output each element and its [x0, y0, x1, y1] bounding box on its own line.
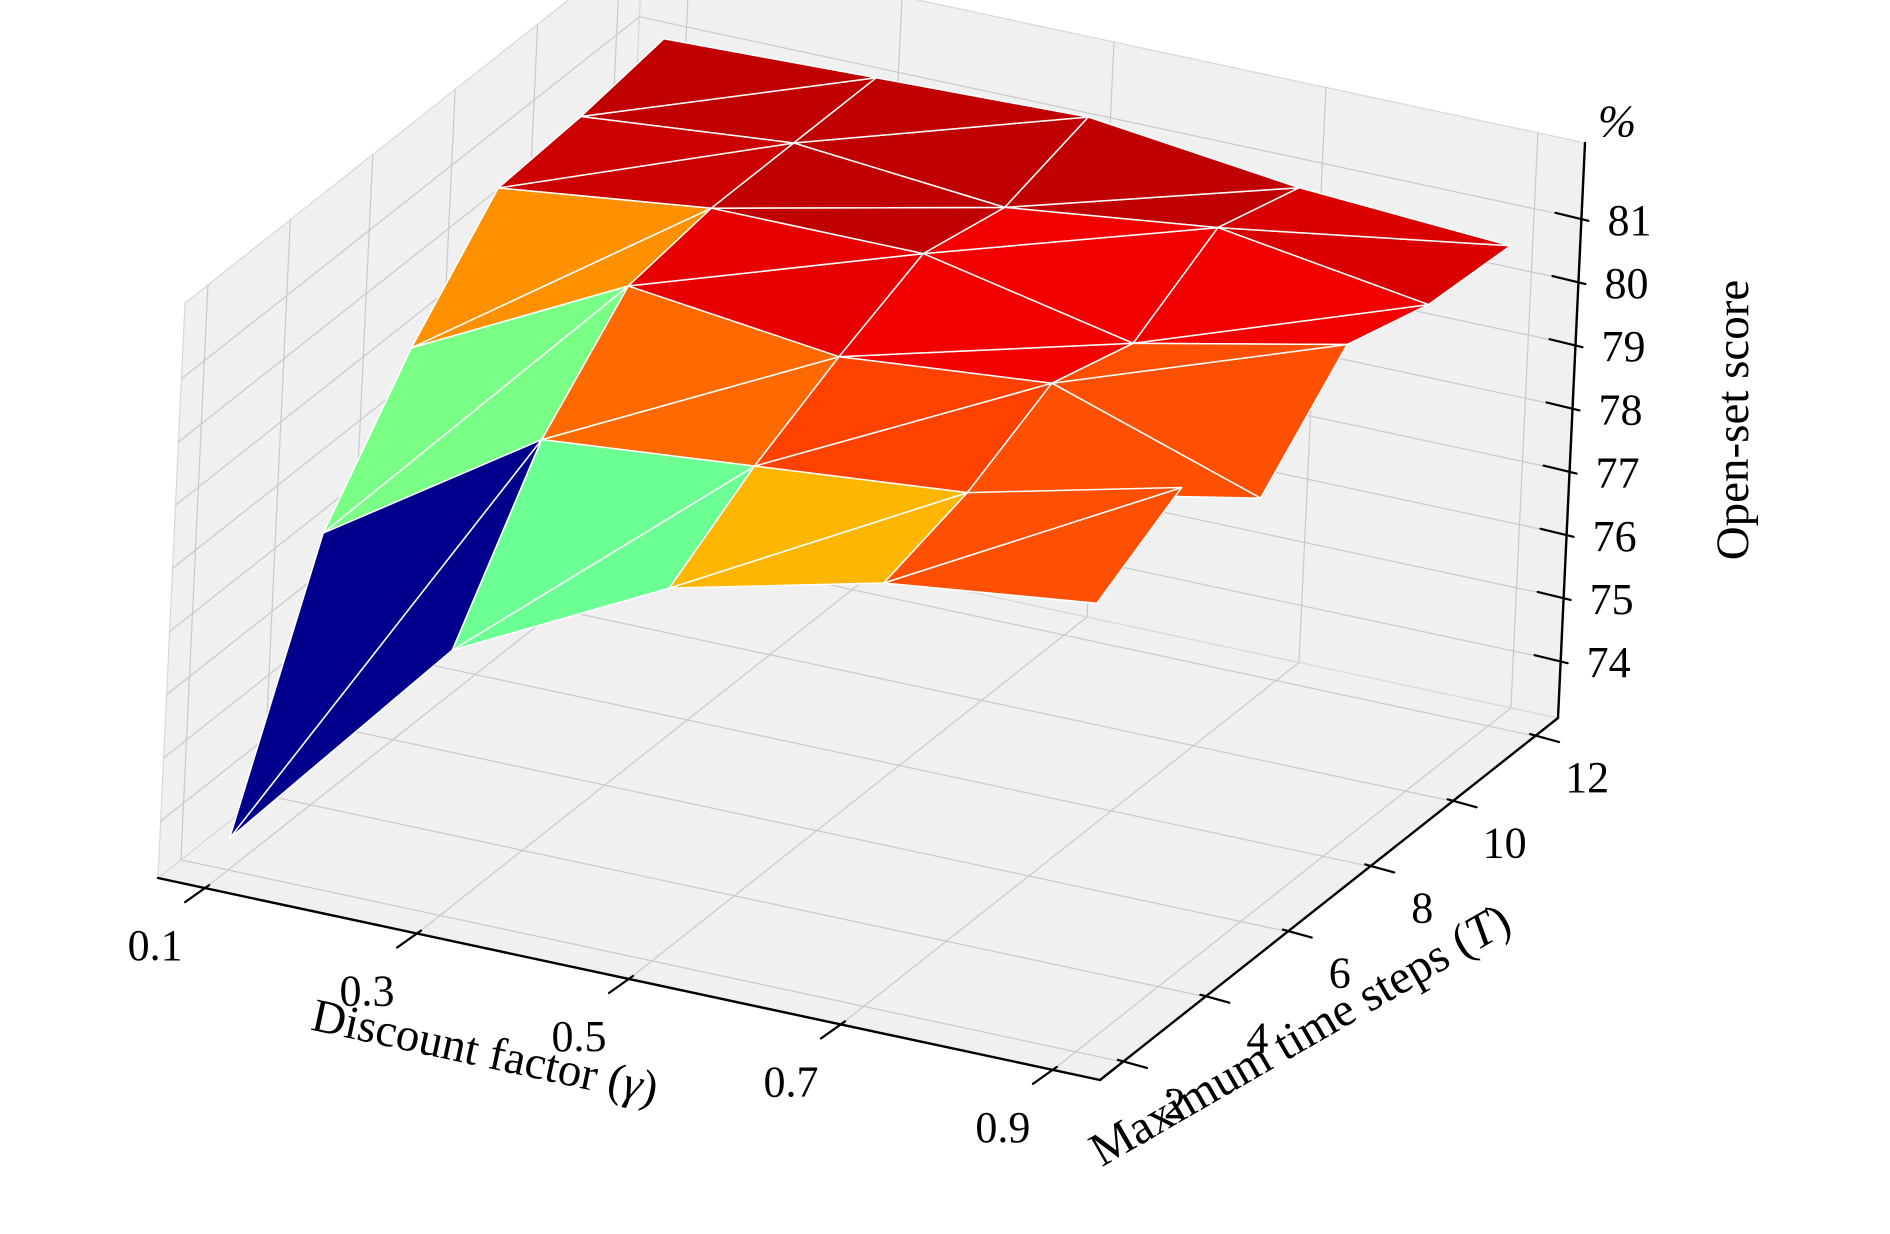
- x-tick-mark: [607, 974, 635, 995]
- grid-floor-x: [628, 616, 1088, 980]
- surface-facet: [451, 438, 756, 651]
- x-tick-label: 0.7: [763, 1057, 818, 1106]
- surface-facet: [540, 285, 840, 441]
- grid-floor-y: [180, 859, 1124, 1063]
- grid-wall-z-right: [638, 16, 1583, 220]
- y-tick-mark: [1528, 732, 1561, 744]
- z-tick-mark: [1536, 590, 1572, 602]
- x-tick-mark: [1031, 1065, 1059, 1086]
- y-axis-line: [1098, 716, 1560, 1082]
- z-tick-mark: [1554, 211, 1590, 222]
- surface-facet: [228, 438, 543, 840]
- surface-facet: [580, 37, 877, 118]
- z-tick-mark: [1551, 274, 1587, 286]
- y-tick-label: 4: [1246, 1014, 1268, 1063]
- z-tick-label: 77: [1596, 449, 1640, 498]
- y-tick-label: 6: [1329, 949, 1351, 998]
- y-tick-mark: [1281, 928, 1313, 939]
- grid-floor-x: [840, 661, 1300, 1026]
- y-tick-label: 10: [1483, 818, 1527, 867]
- y-tick-label: 2: [1164, 1079, 1186, 1128]
- z-tick-label: 80: [1604, 259, 1648, 308]
- grid-wall-y: [180, 284, 209, 861]
- grid-wall-x: [1510, 132, 1539, 709]
- surface-facet: [1051, 342, 1348, 384]
- surface-facet: [497, 115, 795, 189]
- grid-floor-x: [1052, 707, 1512, 1071]
- x-tick-label: 0.3: [340, 967, 395, 1016]
- surface-facet: [322, 285, 630, 534]
- grid-wall-z-left: [180, 16, 641, 380]
- y-tick-mark: [1199, 993, 1231, 1004]
- z-axis-unit-percent: %: [1597, 95, 1637, 147]
- y-tick-mark: [1116, 1058, 1149, 1070]
- z-tick-label: 81: [1607, 196, 1651, 245]
- surface-facet: [627, 207, 925, 287]
- y-tick-label: 8: [1411, 883, 1433, 932]
- z-tick-label: 75: [1590, 575, 1634, 624]
- grid-floor-y: [510, 598, 1454, 802]
- z-tick-mark: [1545, 401, 1581, 412]
- grid-floor-y: [427, 663, 1371, 868]
- z-tick-label: 76: [1593, 512, 1637, 561]
- x-tick-label: 0.1: [128, 921, 183, 970]
- x-tick-label: 0.5: [552, 1012, 607, 1061]
- grid-wall-y: [262, 219, 291, 796]
- z-tick-mark: [1533, 654, 1569, 665]
- y-tick-mark: [1446, 798, 1478, 809]
- surface-facet: [1132, 226, 1430, 345]
- z-axis-line: [1556, 141, 1587, 720]
- z-tick-mark: [1539, 527, 1575, 538]
- surface-facet: [838, 252, 1134, 358]
- x-tick-mark: [819, 1020, 847, 1040]
- surface-facet: [668, 465, 969, 589]
- surface-facet: [792, 77, 1090, 144]
- z-tick-label: 79: [1602, 322, 1646, 371]
- x-tick-mark: [395, 929, 423, 949]
- surface-facet: [410, 187, 713, 349]
- surface-facet: [922, 206, 1219, 255]
- z-tick-mark: [1548, 338, 1584, 349]
- z-tick-mark: [1542, 464, 1578, 475]
- x-tick-mark: [184, 883, 211, 904]
- x-tick-label: 0.9: [975, 1103, 1030, 1152]
- z-axis-label: Open-set score: [1707, 279, 1759, 561]
- y-tick-mark: [1364, 863, 1396, 874]
- y-tick-label: 12: [1565, 753, 1609, 802]
- surface-facet: [710, 142, 1006, 209]
- z-tick-label: 78: [1599, 385, 1643, 434]
- grid-floor-x: [416, 570, 876, 935]
- surface-facet: [882, 486, 1183, 584]
- surface-facet: [1004, 116, 1300, 209]
- surface-facet: [1217, 186, 1512, 247]
- z-tick-label: 74: [1587, 638, 1631, 687]
- surface-facet: [753, 355, 1053, 467]
- grid-floor-y: [262, 794, 1206, 998]
- grid-floor-y: [345, 728, 1289, 933]
